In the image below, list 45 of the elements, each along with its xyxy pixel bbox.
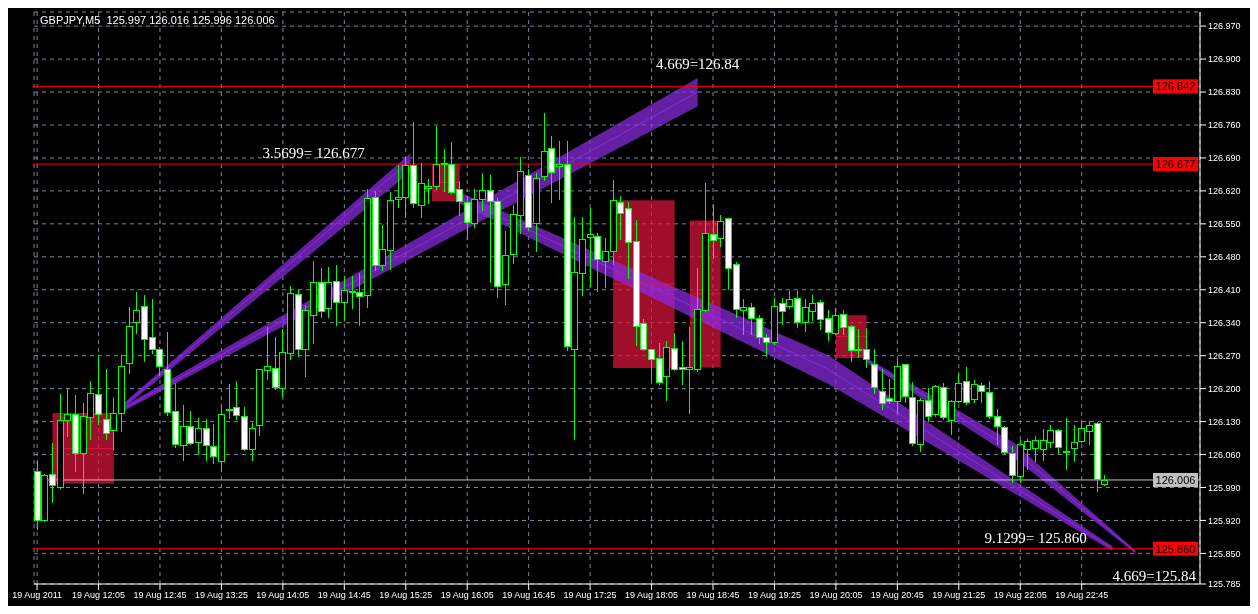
x-tick-label: 19 Aug 2011 (12, 590, 63, 601)
x-tick-label: 19 Aug 18:05 (625, 590, 679, 601)
annotation: 9.1299= 125.860 (984, 529, 1087, 546)
y-tick-label: 125.850 (1208, 548, 1241, 559)
x-tick-label: 19 Aug 12:05 (71, 590, 126, 601)
y-tick-label: 126.340 (1208, 317, 1241, 328)
y-tick-label: 126.130 (1208, 416, 1241, 427)
y-tick-label: 126.900 (1208, 54, 1241, 65)
y-tick-label: 126.970 (1208, 21, 1241, 32)
x-tick-label: 19 Aug 16:45 (502, 590, 556, 601)
y-tick-label: 126.480 (1208, 252, 1241, 262)
x-tick-label: 19 Aug 14:05 (256, 590, 310, 601)
ref-line-label: 126.006 (1155, 473, 1196, 486)
y-tick-label: 126.620 (1208, 186, 1241, 197)
chart-title: GBPJPY,M5 125.997 126.016 125.996 126.006 (40, 14, 275, 26)
x-tick-label: 19 Aug 22:05 (993, 590, 1047, 601)
x-tick-label: 19 Aug 19:25 (747, 590, 801, 601)
y-tick-label: 125.920 (1208, 515, 1241, 526)
x-tick-label: 19 Aug 18:45 (686, 590, 740, 601)
y-tick-label: 126.830 (1208, 87, 1241, 98)
x-tick-label: 19 Aug 20:05 (809, 590, 863, 601)
y-tick-label: 126.060 (1208, 449, 1241, 460)
y-tick-label: 126.200 (1208, 383, 1241, 394)
annotation: 4.669=126.84 (655, 55, 740, 72)
annotation: 3.5699= 126.677 (262, 145, 366, 162)
ref-line-label: 125.860 (1155, 542, 1196, 555)
ref-line-label: 126.677 (1155, 158, 1196, 171)
x-tick-label: 19 Aug 13:25 (194, 590, 248, 601)
x-tick-label: 19 Aug 22:45 (1055, 590, 1109, 601)
x-tick-label: 19 Aug 16:05 (440, 590, 494, 601)
y-tick-label: 126.270 (1208, 350, 1241, 361)
y-tick-label: 126.410 (1208, 284, 1241, 295)
x-tick-label: 19 Aug 15:25 (379, 590, 433, 601)
x-tick-label: 19 Aug 20:45 (870, 590, 924, 601)
x-tick-label: 19 Aug 12:45 (133, 590, 187, 601)
y-tick-label: 125.990 (1208, 482, 1241, 493)
ref-line-label: 126.842 (1155, 80, 1196, 93)
x-tick-label: 19 Aug 14:45 (317, 590, 371, 601)
x-tick-label: 19 Aug 17:25 (563, 590, 617, 601)
x-tick-label: 19 Aug 21:25 (932, 590, 986, 601)
y-tick-label: 126.550 (1208, 219, 1241, 230)
y-tick-label: 126.690 (1208, 153, 1241, 164)
y-tick-label: 125.785 (1208, 579, 1241, 590)
annotation: 4.669=125.84 (1112, 568, 1196, 585)
y-tick-label: 126.760 (1208, 120, 1241, 131)
